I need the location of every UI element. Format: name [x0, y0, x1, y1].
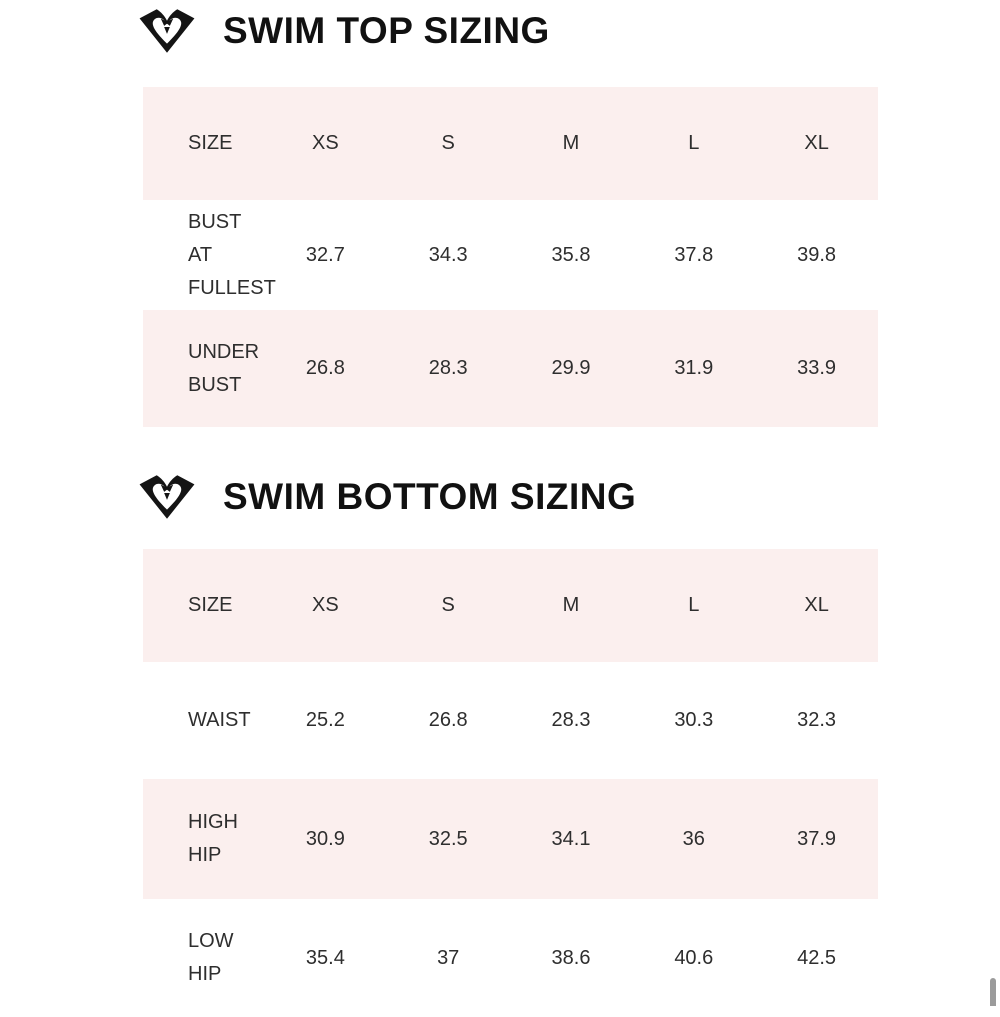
- cell-value: 26.8: [305, 357, 345, 379]
- cell-value: 30.9: [305, 827, 345, 850]
- column-header-size: SIZE: [188, 594, 233, 616]
- cell-value: 40.6: [674, 946, 714, 969]
- cell-value: 28.3: [428, 357, 468, 379]
- column-header-m: M: [562, 132, 580, 154]
- roxy-logo-icon: [138, 473, 196, 521]
- column-header-xs: XS: [312, 594, 339, 616]
- scrollbar-thumb[interactable]: [990, 978, 996, 1006]
- roxy-logo-icon: [138, 7, 196, 55]
- cell-value: 29.9: [551, 357, 591, 379]
- row-label: LOW HIP: [188, 930, 234, 985]
- swim-bottom-header: SWIM BOTTOM SIZING: [138, 472, 1000, 522]
- column-header-xs: XS: [312, 132, 339, 154]
- column-header-s: S: [441, 594, 455, 616]
- row-label: WAIST: [188, 709, 251, 731]
- cell-value: 38.6: [551, 946, 591, 969]
- column-header-m: M: [562, 594, 580, 616]
- cell-value: 35.8: [551, 243, 591, 266]
- cell-value: 42.5: [797, 946, 837, 969]
- page-title: SWIM BOTTOM SIZING: [223, 476, 637, 517]
- cell-value: 33.9: [797, 357, 837, 379]
- table-header-row: SIZE XS S M L XL: [143, 549, 878, 662]
- cell-value: 30.3: [674, 709, 714, 731]
- cell-value: 26.8: [428, 709, 468, 731]
- cell-value: 25.2: [305, 709, 345, 731]
- column-header-l: L: [688, 132, 700, 154]
- row-label: BUST AT FULLEST: [188, 210, 276, 299]
- cell-value: 34.3: [428, 243, 468, 266]
- table-row-bust-at-fullest: BUST AT FULLEST 32.7 34.3 35.8 37.8 39.8: [143, 200, 878, 310]
- column-header-l: L: [688, 594, 700, 616]
- cell-value: 28.3: [551, 709, 591, 731]
- row-label: UNDER BUST: [188, 340, 260, 396]
- cell-value: 37.8: [674, 243, 714, 266]
- cell-value: 31.9: [674, 357, 714, 379]
- cell-value: 35.4: [305, 946, 345, 969]
- cell-value: 32.5: [428, 827, 468, 850]
- table-row-under-bust: UNDER BUST 26.8 28.3 29.9 31.9 33.9: [143, 310, 878, 427]
- swim-top-header: SWIM TOP SIZING: [138, 6, 1000, 56]
- swim-bottom-sizing-table: SIZE XS S M L XL WAIST 25.2 26.8 28.3 30…: [143, 549, 878, 1017]
- table-header-row: SIZE XS S M L XL: [143, 87, 878, 200]
- page-title: SWIM TOP SIZING: [223, 10, 550, 51]
- table-row-high-hip: HIGH HIP 30.9 32.5 34.1 36 37.9: [143, 779, 878, 899]
- table-row-low-hip: LOW HIP 35.4 37 38.6 40.6 42.5: [143, 899, 878, 1017]
- cell-value: 37.9: [797, 827, 837, 850]
- column-header-xl: XL: [804, 132, 829, 154]
- cell-value: 37: [437, 946, 460, 969]
- cell-value: 32.3: [797, 709, 837, 731]
- cell-value: 39.8: [797, 243, 837, 266]
- table-row-waist: WAIST 25.2 26.8 28.3 30.3 32.3: [143, 662, 878, 779]
- swim-bottom-section: SWIM BOTTOM SIZING SIZE XS S M L XL WAIS…: [0, 472, 1000, 1017]
- cell-value: 32.7: [305, 243, 345, 266]
- column-header-size: SIZE: [188, 132, 233, 154]
- column-header-s: S: [441, 132, 455, 154]
- row-label: HIGH HIP: [188, 811, 238, 866]
- swim-top-section: SWIM TOP SIZING SIZE XS S M L XL BUST AT…: [0, 6, 1000, 427]
- column-header-xl: XL: [804, 594, 829, 616]
- swim-top-sizing-table: SIZE XS S M L XL BUST AT FULLEST 32.7 34…: [143, 87, 878, 427]
- cell-value: 36: [682, 827, 705, 850]
- cell-value: 34.1: [551, 827, 591, 850]
